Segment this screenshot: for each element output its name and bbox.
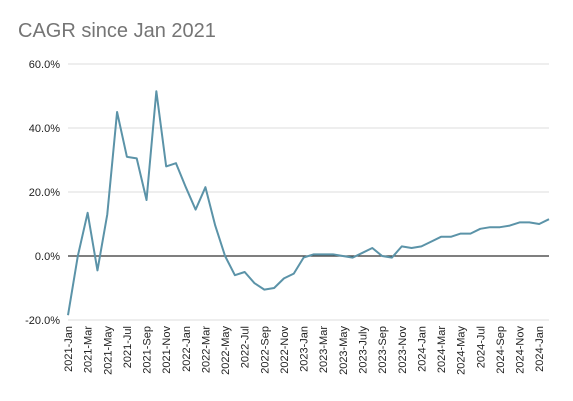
x-tick-label: 2023-May	[338, 326, 350, 375]
y-tick-label: 20.0%	[29, 187, 60, 199]
chart-title: CAGR since Jan 2021	[18, 20, 216, 42]
x-tick-label: 2022-Sep	[259, 326, 271, 374]
x-tick-label: 2022-May	[220, 326, 232, 375]
x-tick-label: 2021-Mar	[83, 326, 95, 373]
x-tick-label: 2024-Sep	[495, 326, 507, 374]
y-tick-label: 0.0%	[35, 251, 60, 263]
y-tick-label: 60.0%	[29, 59, 60, 71]
x-tick-label: 2022-Mar	[200, 326, 212, 373]
x-tick-label: 2024-Mar	[436, 326, 448, 373]
x-tick-label: 2023-Jan	[299, 326, 311, 372]
x-tick-label: 2024-Jul	[475, 326, 487, 368]
x-tick-label: 2024-Jan	[416, 326, 428, 372]
x-tick-label: 2022-Jul	[240, 326, 252, 368]
x-tick-label: 2023-July	[357, 326, 369, 374]
x-tick-label: 2022-Jan	[181, 326, 193, 372]
y-axis-ticks: -20.0% 0.0% 20.0% 40.0% 60.0%	[25, 59, 60, 327]
x-tick-label: 2023-Nov	[397, 326, 409, 374]
x-tick-label: 2021-May	[102, 326, 114, 375]
gridlines	[68, 63, 549, 321]
x-axis-ticks: 2021-Jan 2021-Mar 2021-May 2021-Jul 2021-Sep…	[63, 326, 546, 375]
x-tick-label: 2022-Nov	[279, 326, 291, 374]
x-tick-label: 2024-Jan	[534, 326, 546, 372]
x-tick-label: 2021-Sep	[142, 326, 154, 374]
x-tick-label: 2021-Nov	[161, 326, 173, 374]
x-tick-label: 2023-Sep	[377, 326, 389, 374]
y-tick-label: 40.0%	[29, 123, 60, 135]
series-line	[67, 90, 550, 316]
series-layer	[67, 90, 550, 316]
x-tick-label: 2021-Jan	[63, 326, 75, 372]
x-tick-label: 2023-Mar	[318, 326, 330, 373]
x-tick-label: 2024-May	[456, 326, 468, 375]
x-tick-label: 2021-Jul	[122, 326, 134, 368]
x-tick-label: 2024-Nov	[515, 326, 527, 374]
y-tick-label: -20.0%	[25, 315, 60, 327]
